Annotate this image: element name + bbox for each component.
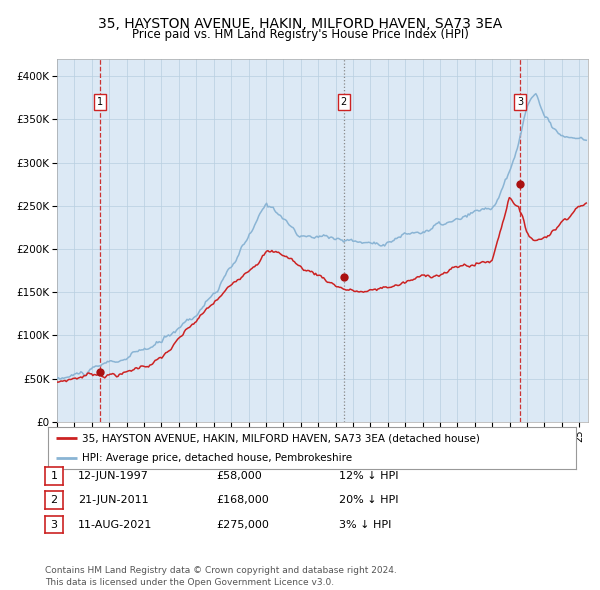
- Text: £58,000: £58,000: [216, 471, 262, 481]
- Text: 12-JUN-1997: 12-JUN-1997: [78, 471, 149, 481]
- Text: £168,000: £168,000: [216, 496, 269, 505]
- Text: 35, HAYSTON AVENUE, HAKIN, MILFORD HAVEN, SA73 3EA (detached house): 35, HAYSTON AVENUE, HAKIN, MILFORD HAVEN…: [82, 433, 480, 443]
- Text: 3: 3: [50, 520, 58, 529]
- Text: HPI: Average price, detached house, Pembrokeshire: HPI: Average price, detached house, Pemb…: [82, 454, 352, 463]
- Text: 1: 1: [50, 471, 58, 481]
- Text: 12% ↓ HPI: 12% ↓ HPI: [339, 471, 398, 481]
- Text: 3: 3: [517, 97, 523, 107]
- Text: 1: 1: [97, 97, 103, 107]
- Text: Contains HM Land Registry data © Crown copyright and database right 2024.
This d: Contains HM Land Registry data © Crown c…: [45, 566, 397, 587]
- Text: 20% ↓ HPI: 20% ↓ HPI: [339, 496, 398, 505]
- Text: 35, HAYSTON AVENUE, HAKIN, MILFORD HAVEN, SA73 3EA: 35, HAYSTON AVENUE, HAKIN, MILFORD HAVEN…: [98, 17, 502, 31]
- Text: 11-AUG-2021: 11-AUG-2021: [78, 520, 152, 529]
- Text: 3% ↓ HPI: 3% ↓ HPI: [339, 520, 391, 529]
- Text: Price paid vs. HM Land Registry's House Price Index (HPI): Price paid vs. HM Land Registry's House …: [131, 28, 469, 41]
- Text: 2: 2: [50, 496, 58, 505]
- Text: £275,000: £275,000: [216, 520, 269, 529]
- Text: 2: 2: [341, 97, 347, 107]
- Text: 21-JUN-2011: 21-JUN-2011: [78, 496, 149, 505]
